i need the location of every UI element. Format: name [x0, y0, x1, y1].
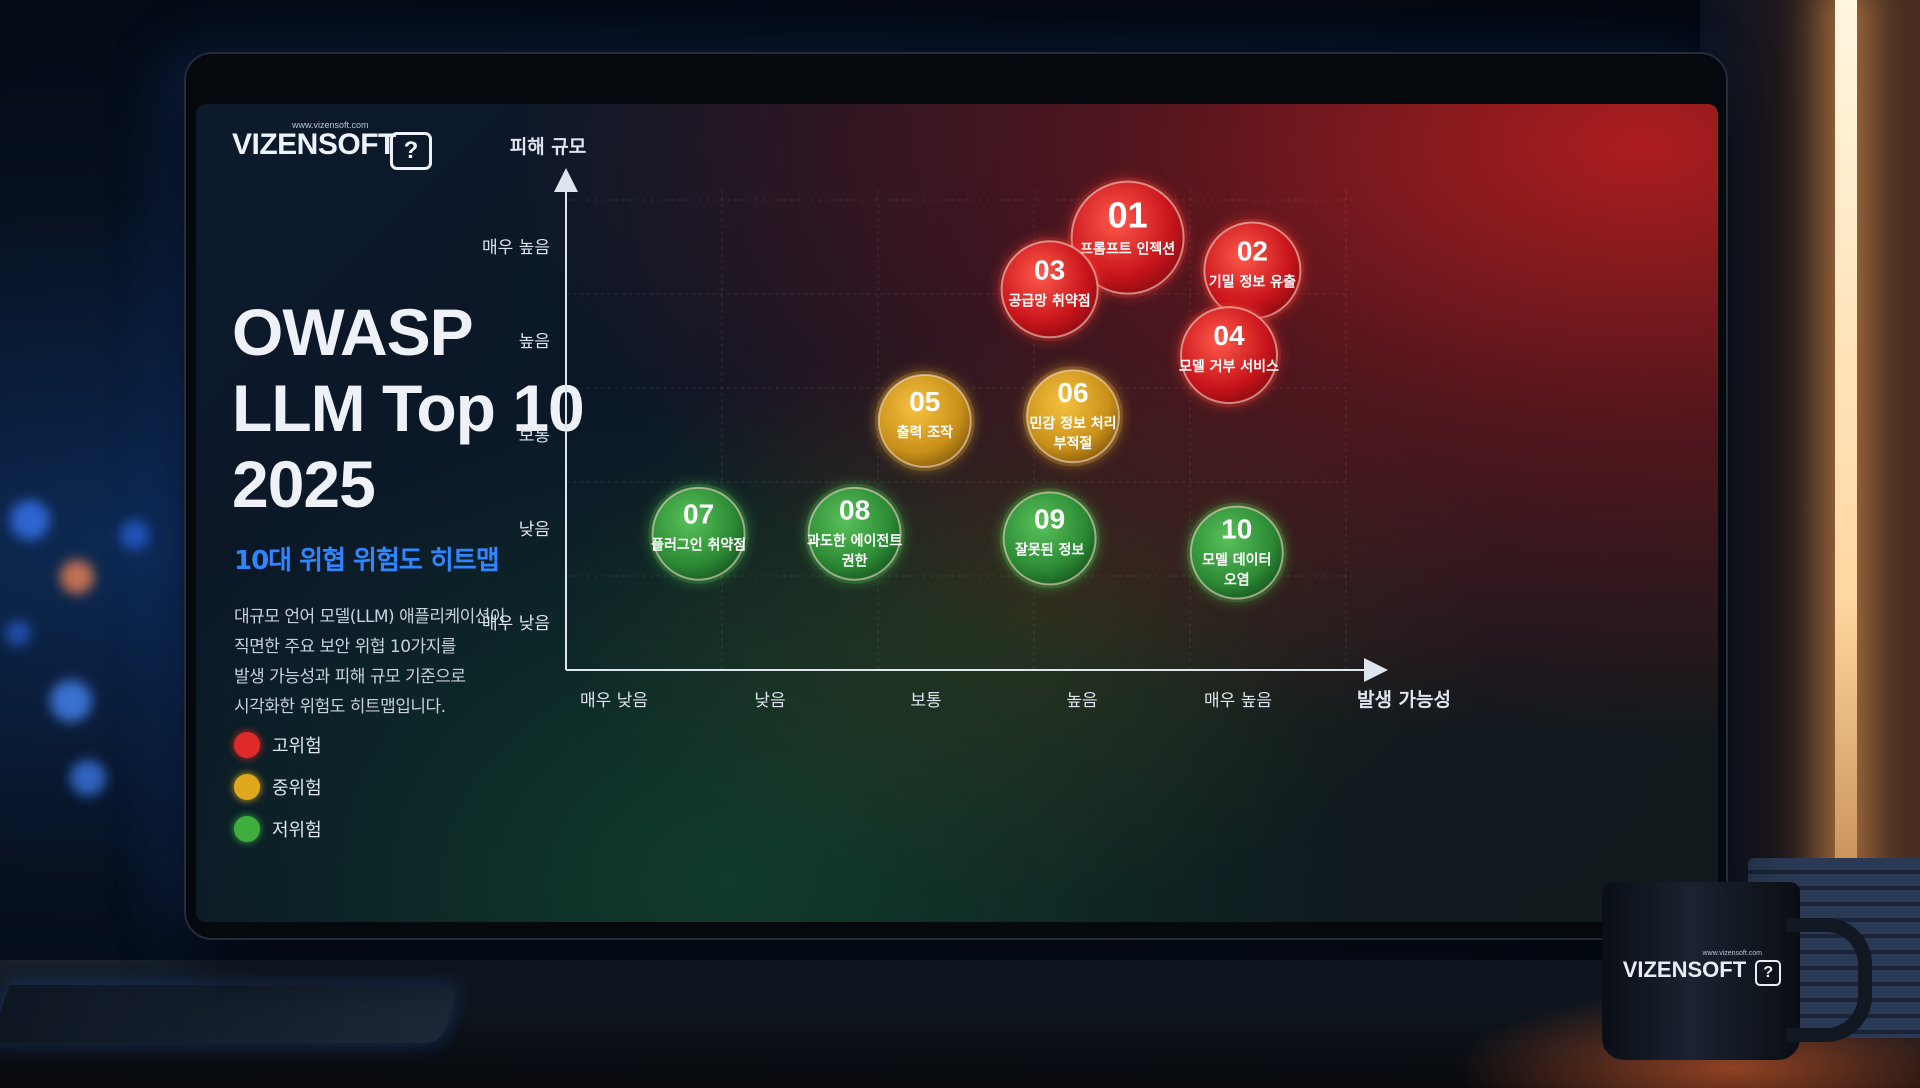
risk-point-label: 과도한 에이전트: [807, 533, 902, 550]
risk-points: 01 프롬프트 인젝션 02 기밀 정보 유출 03 공급망 취약점 04 모델 거부 서비스…: [648, 177, 1305, 603]
legend-dot-icon: [234, 816, 260, 842]
logo-url: www.vizensoft.com: [292, 120, 369, 130]
risk-point-07: 07 플러그인 취약점: [648, 483, 749, 584]
risk-point-bubble: [651, 486, 746, 581]
x-tick-label: 보통: [910, 691, 941, 711]
x-tick-label: 매우 낮음: [580, 691, 648, 711]
risk-point-label: 부적절: [1054, 435, 1093, 452]
x-tick-label: 높음: [1066, 691, 1097, 711]
description: 대규모 언어 모델(LLM) 애플리케이션이 직면한 주요 보안 위협 10가지…: [234, 602, 564, 722]
legend-dot-icon: [234, 774, 260, 800]
risk-point-09: 09 잘못된 정보: [999, 488, 1100, 589]
title-line: 2025: [232, 447, 376, 521]
risk-point-id: 07: [683, 499, 714, 530]
risk-point-bubble: [1180, 306, 1278, 405]
risk-point-label: 기밀 정보 유출: [1209, 274, 1296, 291]
title-line: LLM Top 10: [232, 371, 585, 445]
risk-point-label: 공급망 취약점: [1009, 292, 1091, 309]
monitor: www.vizensoft.com VIZENSOFT ? OWASP LLM …: [186, 54, 1726, 938]
risk-point-id: 04: [1213, 320, 1245, 351]
risk-point-bubble: [877, 373, 972, 468]
risk-point-bubble: [807, 486, 902, 581]
risk-point-label: 오염: [1224, 573, 1250, 589]
y-tick-label: 매우 높음: [482, 238, 550, 258]
x-tick-label: 매우 높음: [1204, 691, 1272, 711]
risk-point-id: 03: [1034, 254, 1065, 285]
risk-point-id: 09: [1034, 503, 1065, 534]
y-tick-label: 매우 낮음: [482, 614, 550, 634]
risk-point-bubble: [1002, 491, 1097, 586]
description-line: 발생 가능성과 피해 규모 기준으로: [234, 667, 466, 687]
mug-logo-wordmark: VIZENSOFT: [1622, 957, 1747, 982]
legend-label: 중위험: [272, 778, 322, 799]
light-strip: [1835, 0, 1857, 1000]
risk-point-bubble: [1026, 369, 1120, 464]
bokeh-light: [10, 500, 50, 540]
bokeh-light: [50, 680, 92, 722]
bokeh-light: [120, 520, 150, 550]
title-line: OWASP: [232, 295, 474, 369]
risk-point-id: 01: [1108, 195, 1148, 236]
risk-point-05: 05 출력 조작: [874, 370, 975, 471]
risk-point-id: 05: [909, 386, 940, 417]
description-line: 대규모 언어 모델(LLM) 애플리케이션이: [234, 607, 506, 627]
risk-point-label: 권한: [842, 554, 868, 570]
risk-point-label: 플러그인 취약점: [651, 537, 746, 554]
x-axis-title: 발생 가능성: [1357, 689, 1451, 711]
risk-point-id: 06: [1057, 377, 1088, 408]
risk-point-label: 모델 거부 서비스: [1179, 359, 1279, 375]
risk-point-bubble: [1000, 240, 1099, 339]
phone-device: [0, 985, 460, 1043]
risk-point-id: 10: [1221, 514, 1252, 545]
mug-question-icon: ?: [1755, 960, 1782, 986]
mug-logo: www.vizensoft.com VIZENSOFT ?: [1612, 950, 1792, 986]
risk-point-label: 잘못된 정보: [1015, 541, 1084, 558]
mug-logo-url: www.vizensoft.com: [1702, 950, 1762, 957]
mug-handle: [1786, 918, 1872, 1042]
risk-point-03: 03 공급망 취약점: [997, 237, 1102, 342]
legend-label: 저위험: [272, 820, 322, 841]
risk-point-label: 모델 데이터: [1202, 552, 1271, 569]
bokeh-light: [5, 620, 31, 646]
bokeh-light: [70, 760, 106, 796]
bokeh-light: [60, 560, 94, 594]
page-subtitle: 10대 위협 위험도 히트맵: [234, 546, 500, 576]
risk-point-label: 민감 정보 처리: [1029, 415, 1116, 432]
coffee-mug: [1602, 882, 1800, 1060]
risk-point-01: 01 프롬프트 인젝션: [1067, 177, 1188, 298]
y-tick-label: 높음: [519, 332, 550, 352]
risk-point-04: 04 모델 거부 서비스: [1177, 303, 1281, 408]
description-line: 직면한 주요 보안 위협 10가지를: [234, 637, 456, 657]
description-line: 시각화한 위험도 히트맵입니다.: [234, 697, 446, 717]
risk-point-id: 08: [839, 495, 870, 526]
y-tick-label: 낮음: [519, 520, 550, 540]
risk-point-id: 02: [1237, 236, 1268, 267]
screen: www.vizensoft.com VIZENSOFT ? OWASP LLM …: [196, 104, 1718, 922]
y-axis-title: 피해 규모: [510, 136, 587, 158]
question-speech-icon: ?: [390, 132, 432, 170]
page-title: OWASP LLM Top 10 2025: [232, 294, 592, 522]
risk-point-bubble: [1189, 505, 1284, 600]
logo-wordmark: VIZENSOFT: [232, 128, 396, 161]
legend-dot-icon: [234, 732, 260, 758]
risk-point-label: 프롬프트 인젝션: [1080, 241, 1175, 258]
legend-label: 고위험: [272, 736, 322, 757]
y-tick-label: 보통: [519, 426, 550, 446]
risk-point-bubble: [1070, 180, 1185, 295]
x-tick-label: 낮음: [754, 691, 785, 711]
risk-point-label: 출력 조작: [897, 424, 954, 441]
